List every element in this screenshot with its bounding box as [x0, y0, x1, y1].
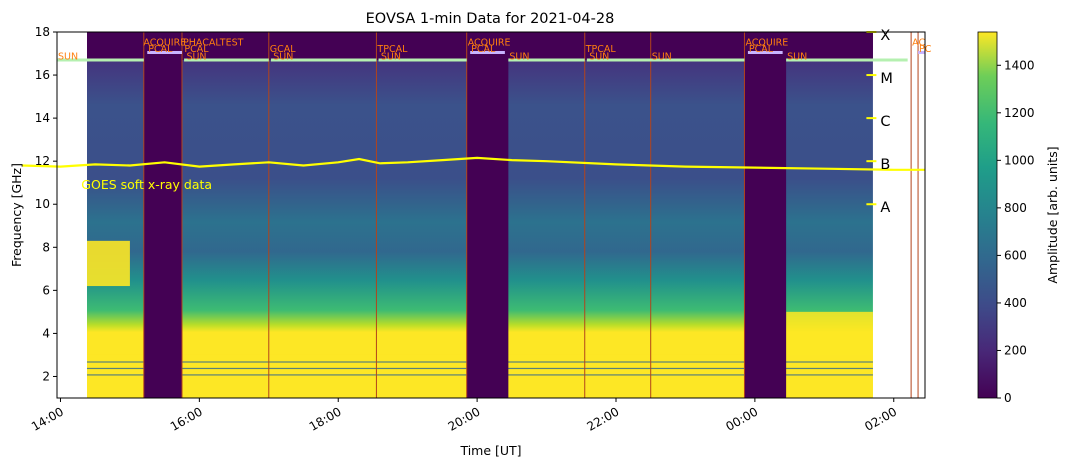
schedule-label: SUN — [787, 52, 807, 63]
spectrum-bright-patch — [87, 240, 130, 287]
y-axis-label: Frequency [GHz] — [9, 163, 24, 267]
schedule-label: ACQUIRE — [745, 38, 788, 49]
x-axis: 14:00 16:00 18:00 20:00 22:00 00:00 02:00 — [29, 398, 899, 434]
colorbar-label: Amplitude [arb. units] — [1045, 146, 1060, 283]
schedule-label: ACQUIRE — [143, 38, 186, 49]
y-tick-label: 14 — [35, 111, 50, 125]
schedule-label: TPCAL — [376, 44, 408, 55]
x-tick-label: 16:00 — [168, 404, 205, 433]
goes-curve-layer: GOES soft x-ray data — [22, 156, 925, 192]
colorbar-tick-label: 1400 — [1004, 58, 1035, 72]
goes-class-label: B — [880, 157, 890, 173]
goes-class-label: C — [880, 114, 890, 130]
goes-curve — [22, 156, 925, 171]
observation-gap — [744, 32, 787, 398]
colorbar-tick-label: 200 — [1004, 343, 1027, 357]
sun-bars — [57, 50, 925, 62]
x-tick-label: 22:00 — [585, 404, 622, 433]
goes-class-markers: A B C M X — [866, 28, 893, 216]
schedule-label: ACQUIRE — [468, 38, 511, 49]
y-tick-label: 4 — [42, 326, 50, 340]
colorbar-gradient — [977, 31, 998, 399]
schedule-label: PCAL — [184, 44, 209, 55]
schedule-label: TPCAL — [585, 44, 617, 55]
schedule-label: GCAL — [270, 44, 296, 55]
colorbar-tick-label: 400 — [1004, 296, 1027, 310]
schedule-label: SUN — [186, 52, 206, 63]
x-tick-label: 02:00 — [862, 404, 899, 433]
colorbar-tick-label: 600 — [1004, 248, 1027, 262]
schedule-label: AC — [912, 38, 925, 49]
colorbar-tick-label: 800 — [1004, 201, 1027, 215]
schedule-label: PCAL — [749, 44, 774, 55]
x-tick-label: 14:00 — [29, 404, 66, 433]
schedule-label: SUN — [509, 52, 529, 63]
schedule-label: SUN — [589, 52, 609, 63]
y-tick-label: 10 — [35, 197, 50, 211]
schedule-label: SUN — [273, 52, 293, 63]
y-tick-label: 2 — [42, 369, 50, 383]
schedule-label: PHACAL — [183, 38, 221, 49]
x-tick-label: 20:00 — [446, 404, 483, 433]
observation-gap — [143, 32, 182, 398]
schedule-label: SUN — [58, 52, 78, 63]
y-tick-label: 8 — [42, 240, 50, 254]
chart-title: EOVSA 1-min Data for 2021-04-28 — [366, 11, 615, 27]
colorbar-ticks: 0 200 400 600 800 1000 1200 1400 — [997, 58, 1035, 405]
colorbar-tick-label: 0 — [1004, 391, 1012, 405]
schedule-label: SUN — [652, 52, 672, 63]
y-axis: 2 4 6 8 10 12 14 16 18 — [35, 25, 57, 383]
y-tick-label: 6 — [42, 283, 50, 297]
spectrum-bright-patch-late — [786, 311, 873, 355]
colorbar-tick-label: 1200 — [1004, 106, 1035, 120]
y-tick-label: 12 — [35, 154, 50, 168]
observation-gap — [466, 32, 509, 398]
schedule-label: SUN — [381, 52, 401, 63]
goes-label: GOES soft x-ray data — [81, 177, 212, 192]
goes-class-label: M — [880, 71, 893, 87]
observation-gaps — [143, 32, 787, 398]
colorbar: 0 200 400 600 800 1000 1200 1400 Amplitude [arb… — [977, 31, 1060, 405]
plot-frame — [56, 31, 926, 399]
goes-class-label: A — [880, 200, 890, 216]
y-tick-label: 18 — [35, 25, 50, 39]
x-tick-label: 00:00 — [723, 404, 760, 433]
colorbar-tick-label: 1000 — [1004, 153, 1035, 167]
schedule-label: PCAL — [471, 44, 496, 55]
goes-class-label: X — [880, 28, 890, 44]
schedule-lines — [143, 32, 919, 398]
y-tick-label: 16 — [35, 68, 50, 82]
x-tick-label: 18:00 — [307, 404, 344, 433]
x-axis-label: Time [UT] — [459, 443, 521, 458]
schedule-label: TEST — [219, 38, 244, 49]
schedule-label: PCAL — [148, 44, 173, 55]
